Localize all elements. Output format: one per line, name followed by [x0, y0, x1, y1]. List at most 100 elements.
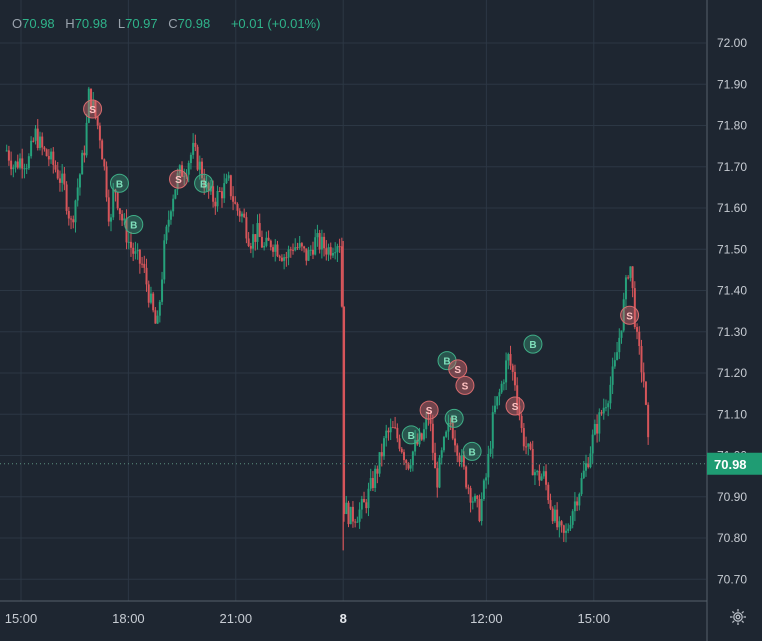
candle [442, 435, 445, 453]
candle [465, 465, 468, 490]
candle [300, 242, 303, 252]
candle [225, 173, 228, 185]
svg-text:S: S [626, 311, 633, 322]
candle [72, 215, 75, 229]
high-label: H [65, 16, 75, 31]
candle [52, 147, 55, 174]
candle [618, 328, 621, 359]
candle [265, 231, 268, 248]
candle [81, 150, 84, 175]
low-label: L [117, 16, 126, 31]
candle [92, 91, 95, 110]
candle [294, 238, 297, 252]
candle [485, 473, 488, 489]
candle [147, 280, 150, 308]
settings-button[interactable] [730, 609, 746, 625]
candle [269, 239, 272, 251]
close-label: C [168, 16, 178, 31]
candle [440, 447, 443, 465]
candle [631, 266, 634, 298]
candle [438, 454, 441, 489]
candle [136, 243, 139, 260]
candle [584, 454, 587, 477]
candle [502, 379, 505, 391]
candle [296, 242, 299, 251]
candle [314, 229, 317, 256]
candle [98, 122, 101, 149]
candle [76, 178, 79, 207]
candle [573, 492, 576, 522]
candle [205, 175, 208, 192]
candle [593, 419, 596, 436]
candle [334, 242, 337, 260]
sell-marker: S [505, 396, 525, 416]
candle [642, 362, 645, 388]
candle [254, 234, 257, 251]
candle [214, 197, 217, 215]
candle [562, 524, 565, 542]
svg-text:B: B [443, 357, 450, 368]
candle [27, 153, 30, 170]
candle [436, 461, 439, 498]
candle [447, 414, 450, 440]
candle [371, 471, 374, 492]
candle [616, 341, 619, 361]
candle [582, 461, 585, 480]
candle [531, 440, 534, 476]
ohlc-legend: O70.98 H70.98 L70.97 C70.98 +0.01 (+0.01… [12, 16, 320, 31]
candle [158, 299, 161, 323]
candle [460, 449, 463, 468]
buy-marker: B [462, 441, 482, 461]
candle [32, 137, 35, 143]
candle [196, 144, 199, 172]
svg-text:B: B [116, 179, 123, 190]
sell-marker: S [448, 359, 468, 379]
candle [260, 230, 263, 249]
candle [405, 459, 408, 471]
candle [298, 235, 301, 250]
svg-text:B: B [408, 431, 415, 442]
candle [558, 516, 561, 538]
candle [25, 163, 28, 174]
candle [624, 274, 627, 309]
gear-icon [730, 609, 746, 625]
candle [305, 248, 308, 266]
candle [307, 246, 310, 262]
candle [513, 364, 516, 391]
candle [227, 171, 230, 181]
candle [507, 352, 510, 370]
svg-text:S: S [512, 402, 519, 413]
candle [129, 231, 132, 257]
candle [629, 266, 632, 282]
candle [434, 442, 437, 469]
candle [578, 492, 581, 511]
candle [178, 164, 181, 178]
candle [10, 151, 13, 176]
svg-text:B: B [451, 414, 458, 425]
candle [522, 423, 525, 451]
candle [505, 352, 508, 390]
candle [149, 286, 152, 305]
candle [134, 241, 137, 260]
svg-text:S: S [89, 105, 96, 116]
candle [309, 245, 312, 256]
candle [45, 148, 48, 157]
candle [94, 100, 97, 120]
candle [47, 149, 50, 167]
candle [387, 427, 390, 441]
y-tick-label: 70.80 [717, 531, 747, 545]
candle [283, 254, 286, 270]
candle [201, 157, 204, 182]
candle [234, 196, 237, 205]
candle [165, 224, 168, 244]
candle [5, 144, 8, 152]
candle [471, 497, 474, 510]
y-tick-label: 71.30 [717, 325, 747, 339]
y-tick-label: 71.40 [717, 284, 747, 298]
buy-marker: B [444, 408, 464, 428]
candle [220, 187, 223, 208]
candle [176, 168, 179, 196]
candle [247, 232, 250, 248]
